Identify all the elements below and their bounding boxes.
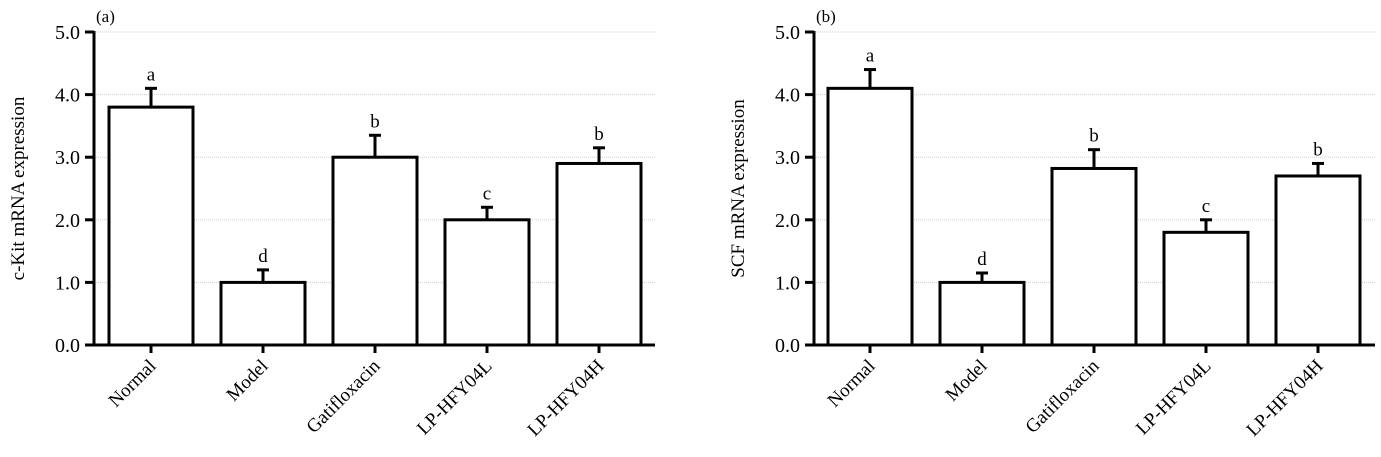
significance-letter: b <box>1089 126 1099 147</box>
x-tick-label: Normal <box>105 356 161 412</box>
y-tick-label: 0.0 <box>775 335 800 357</box>
panel-label: (b) <box>816 7 836 26</box>
significance-letter: b <box>594 124 604 145</box>
x-tick-label: LP-HFY04H <box>1243 355 1328 440</box>
y-tick-label: 3.0 <box>55 147 80 169</box>
significance-letter: c <box>483 183 491 204</box>
significance-letter: a <box>866 46 875 67</box>
panel-label: (a) <box>96 7 115 26</box>
y-tick-label: 1.0 <box>775 272 800 294</box>
significance-letter: c <box>1202 196 1210 217</box>
y-axis-label: SCF mRNA expression <box>728 99 749 278</box>
y-tick-label: 3.0 <box>775 147 800 169</box>
y-tick-label: 4.0 <box>55 85 80 107</box>
x-tick-label: LP-HFY04H <box>524 355 609 440</box>
x-tick-label: LP-HFY04L <box>1132 356 1216 440</box>
chart-panel-b: 0.0 1.0 2.0 3.0 4.0 5.0 (b) SCF mRNA expression… <box>728 7 1375 441</box>
bar-lp-hfy04l <box>1162 230 1250 347</box>
y-tick-label: 2.0 <box>55 210 80 232</box>
y-tick-label: 2.0 <box>775 210 800 232</box>
y-tick-label: 4.0 <box>775 85 800 107</box>
y-tick-label: 5.0 <box>775 22 800 44</box>
y-tick-label: 5.0 <box>55 22 80 44</box>
bar-lp-hfy04h <box>1274 174 1362 347</box>
significance-letter: b <box>370 111 380 132</box>
x-tick-label: Gatifloxacin <box>1022 355 1104 437</box>
bar-lp-hfy04h <box>555 161 643 347</box>
bar-lp-hfy04l <box>443 218 531 347</box>
chart-panel-a: 0.0 1.0 2.0 3.0 4.0 5.0 (a) c-Kit mRNA expressi… <box>8 7 655 441</box>
bar-model <box>938 280 1026 347</box>
significance-letter: a <box>147 64 156 85</box>
x-tick-label: Model <box>223 356 273 406</box>
y-tick-label: 1.0 <box>55 272 80 294</box>
bar-normal <box>826 86 914 347</box>
x-tick-label: Model <box>942 356 992 406</box>
bar-normal <box>107 105 195 347</box>
x-tick-label: LP-HFY04L <box>413 356 497 440</box>
bar-gatifloxacin <box>1050 166 1138 347</box>
x-tick-label: Normal <box>824 356 880 412</box>
significance-letter: d <box>977 249 987 270</box>
y-tick-label: 0.0 <box>55 335 80 357</box>
significance-letter: d <box>258 246 268 267</box>
y-axis-label: c-Kit mRNA expression <box>8 96 29 280</box>
significance-letter: b <box>1313 139 1323 160</box>
x-tick-label: Gatifloxacin <box>303 355 385 437</box>
bar-model <box>219 280 307 347</box>
bar-gatifloxacin <box>331 155 419 347</box>
